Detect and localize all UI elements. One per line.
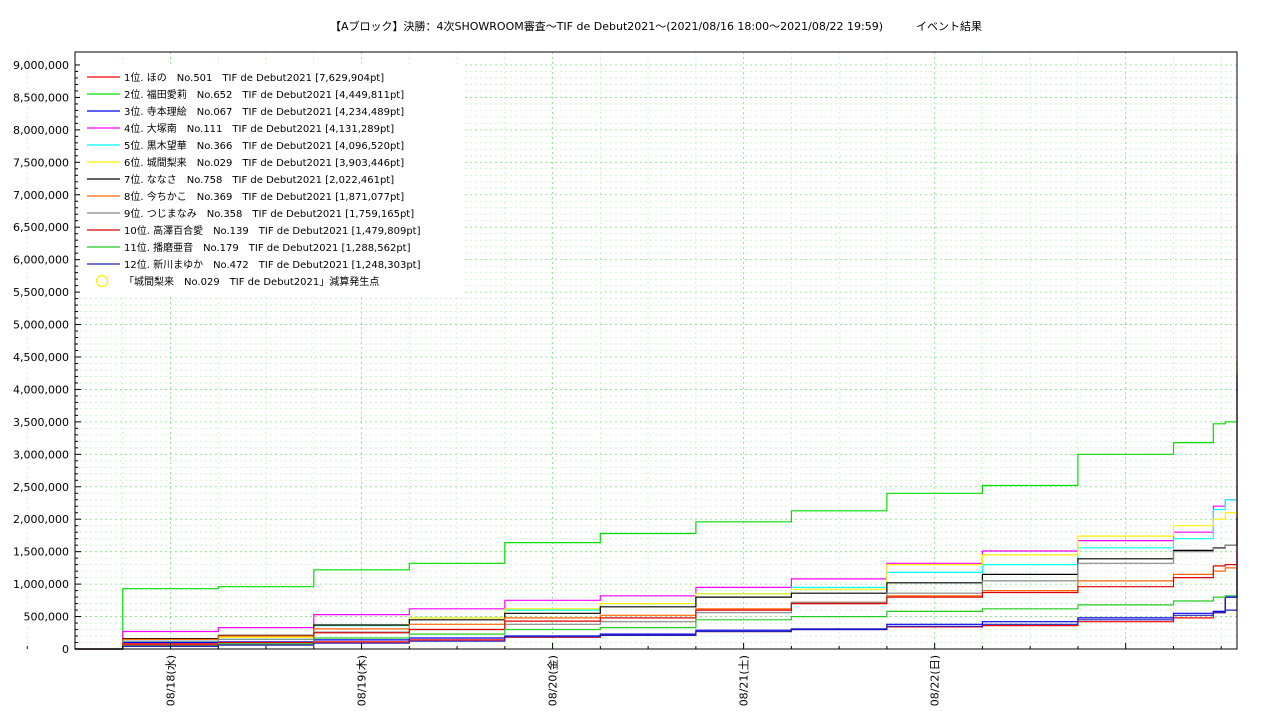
legend-entry-marker: 「城間梨来 No.029 TIF de Debut2021」減算発生点: [124, 275, 379, 288]
y-axis: 0 500,000 1,000,000 1,500,000 2,000,000 2,500…: [13, 59, 81, 656]
legend-entry: 10位. 高澤百合愛 No.139 TIF de Debut2021 [1,47…: [124, 224, 421, 237]
legend-entry: 12位. 新川まゆか No.472 TIF de Debut2021 [1,24…: [124, 258, 421, 271]
series-line-6: [75, 395, 1238, 650]
x-tick-label: 08/20(金): [546, 655, 560, 706]
legend-entry: 5位. 黒木望華 No.366 TIF de Debut2021 [4,096,…: [124, 139, 404, 152]
y-tick-label: 1,500,000: [13, 546, 69, 559]
series-line-2: [75, 360, 1238, 650]
y-tick-label: 6,000,000: [13, 254, 69, 267]
legend-entry: 1位. ほの No.501 TIF de Debut2021 [7,629,90…: [124, 71, 384, 84]
y-tick-label: 0: [62, 643, 69, 656]
y-tick-label: 6,500,000: [13, 221, 69, 234]
legend-entry: 4位. 大塚南 No.111 TIF de Debut2021 [4,131,2…: [124, 122, 394, 135]
y-tick-label: 5,500,000: [13, 286, 69, 299]
legend: 1位. ほの No.501 TIF de Debut2021 [7,629,90…: [80, 64, 465, 294]
y-tick-label: 500,000: [24, 611, 70, 624]
series-lines: [75, 153, 1238, 650]
y-tick-label: 8,000,000: [13, 124, 69, 137]
y-tick-label: 3,000,000: [13, 448, 69, 461]
legend-entry: 2位. 福田愛莉 No.652 TIF de Debut2021 [4,449,…: [124, 88, 404, 101]
chart-title: 【Aブロック】決勝：4次SHOWROOM審査～TIF de Debut2021～…: [330, 19, 982, 33]
legend-entry: 3位. 寺本理絵 No.067 TIF de Debut2021 [4,234,…: [124, 105, 404, 118]
x-axis: 08/17(火)08/18(水)08/19(木)08/20(金)08/21(土)…: [26, 643, 1222, 706]
x-tick-label: 08/19(木): [356, 655, 369, 706]
legend-entry: 9位. つじまなみ No.358 TIF de Debut2021 [1,759…: [124, 207, 414, 220]
y-tick-label: 1,000,000: [13, 578, 69, 591]
x-tick-label: 08/22(日): [929, 655, 942, 706]
legend-marker-circle-icon: [95, 274, 109, 288]
x-tick-label: 08/21(土): [738, 655, 751, 706]
y-tick-label: 8,500,000: [13, 91, 69, 104]
legend-background: [80, 64, 465, 294]
y-tick-label: 3,500,000: [13, 416, 69, 429]
grid: [26, 52, 1237, 649]
y-tick-label: 4,000,000: [13, 383, 69, 396]
y-tick-label: 7,500,000: [13, 156, 69, 169]
x-tick-label: 08/18(水): [165, 655, 178, 706]
y-tick-label: 7,000,000: [13, 189, 69, 202]
legend-entry: 7位. ななさ No.758 TIF de Debut2021 [2,022,4…: [124, 173, 394, 186]
y-tick-label: 2,000,000: [13, 513, 69, 526]
y-tick-label: 9,000,000: [13, 59, 69, 72]
y-tick-label: 2,500,000: [13, 481, 69, 494]
series-line-12: [75, 568, 1238, 650]
series-line-8: [75, 527, 1238, 650]
legend-entry: 8位. 今ちかこ No.369 TIF de Debut2021 [1,871,…: [124, 190, 404, 203]
legend-entry: 11位. 播磨亜音 No.179 TIF de Debut2021 [1,288…: [124, 241, 411, 254]
legend-entry: 6位. 城間梨来 No.029 TIF de Debut2021 [3,903,…: [124, 156, 404, 169]
y-tick-label: 5,000,000: [13, 319, 69, 332]
y-tick-label: 4,500,000: [13, 351, 69, 364]
